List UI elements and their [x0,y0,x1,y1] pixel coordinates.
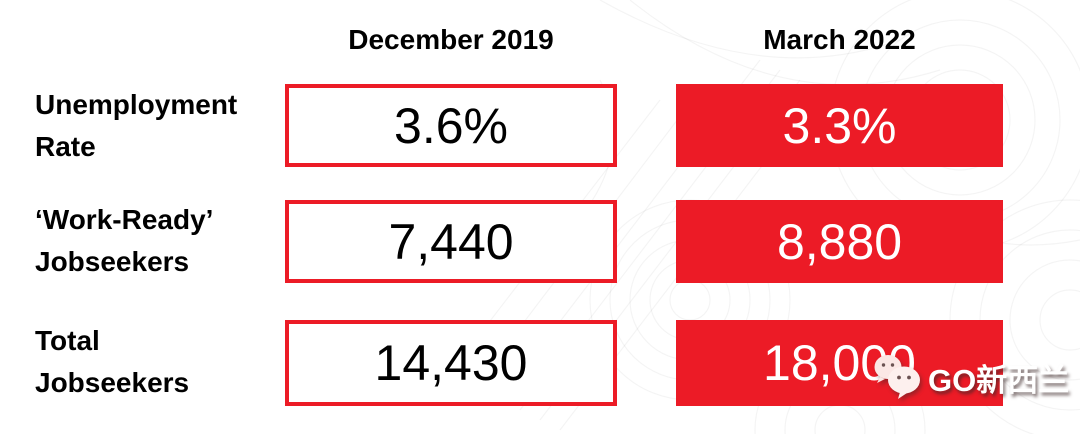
row-label-line: Total [35,325,100,356]
value-total-mar2022: 18,000 [676,320,1003,406]
value-work-ready-dec2019: 7,440 [285,200,617,283]
row-label-unemployment-rate: Unemployment Rate [35,84,280,168]
row-label-line: Jobseekers [35,367,190,398]
row-label-line: Jobseekers [35,246,190,277]
row-label-total-jobseekers: Total Jobseekers [35,320,280,404]
column-header-december-2019: December 2019 [348,24,554,55]
row-label-line: Rate [35,131,96,162]
row-label-work-ready-jobseekers: ‘Work-Ready’ Jobseekers [35,199,280,283]
row-label-line: Unemployment [35,89,238,120]
value-total-dec2019: 14,430 [285,320,617,406]
row-label-line: ‘Work-Ready’ [35,204,214,235]
value-unemployment-rate-dec2019: 3.6% [285,84,617,167]
value-work-ready-mar2022: 8,880 [676,200,1003,283]
value-unemployment-rate-mar2022: 3.3% [676,84,1003,167]
column-header-march-2022: March 2022 [763,24,916,55]
